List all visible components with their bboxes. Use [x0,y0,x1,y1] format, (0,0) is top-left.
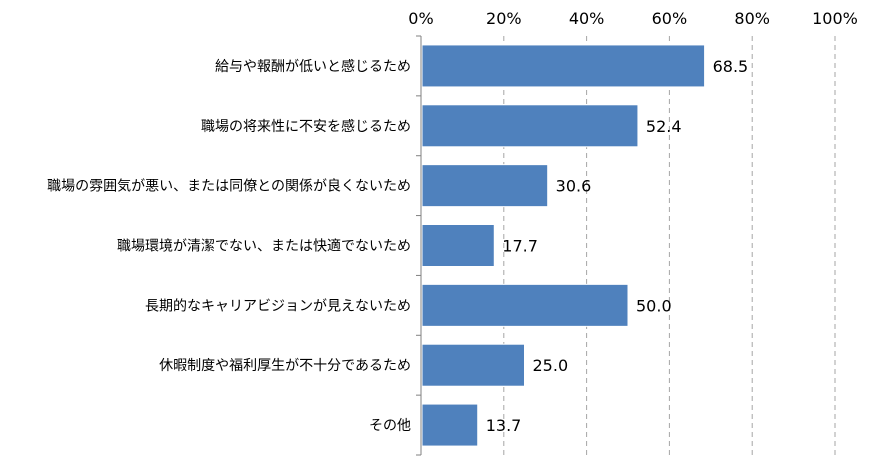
category-label: 休暇制度や福利厚生が不十分であるため [159,358,411,374]
bar [421,403,479,447]
bar [421,343,525,387]
data-label: 25.0 [533,356,569,375]
bar [421,164,549,208]
bar [421,224,495,267]
bars [421,44,706,447]
category-label: 職場の雰囲気が悪い、または同僚との関係が良くないため [47,179,411,195]
x-tick-label: 20% [486,9,522,28]
category-label: 職場環境が清潔でない、または快適でないため [117,238,411,255]
category-label: 長期的なキャリアビジョンが見えないため [145,298,411,314]
category-label: 給与や報酬が低いと感じるため [215,58,411,75]
gridlines [503,36,836,455]
axes [416,35,422,456]
x-tick-label: 60% [652,9,688,28]
data-label: 52.4 [646,117,682,136]
data-label: 50.0 [636,296,672,315]
data-label: 13.7 [486,416,522,435]
category-label: その他 [369,418,411,434]
category-label: 職場の将来性に不安を感じるため [201,118,411,135]
bar [421,44,706,88]
bar [421,104,639,148]
x-tick-label: 80% [734,9,770,28]
labels: 0% 20% 40% 60% 80% 100% 給与や報酬が低いと感じるため 68.5 職場の将… [47,9,858,435]
x-tick-label: 100% [812,9,858,28]
x-tick-label: 0% [408,9,433,28]
data-label: 68.5 [713,57,749,76]
data-label: 30.6 [556,177,592,196]
data-label: 17.7 [502,237,538,256]
bar [421,283,629,327]
x-tick-label: 40% [569,9,605,28]
